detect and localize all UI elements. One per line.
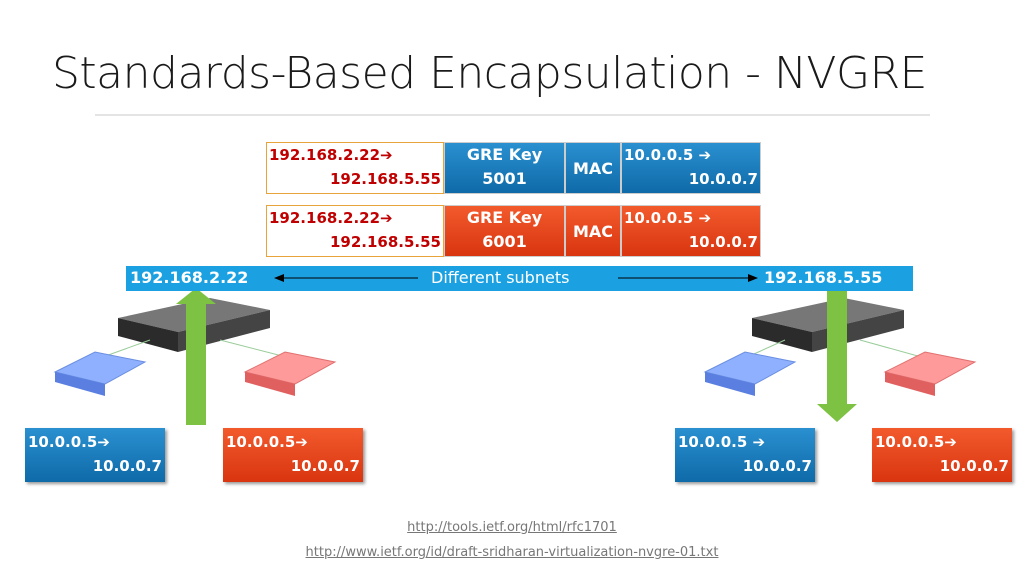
gre-key: 5001 xyxy=(482,169,527,188)
vm-src: 10.0.0.5➔ xyxy=(28,433,110,451)
inner-dst: 10.0.0.7 xyxy=(688,170,758,188)
mac-header: MAC xyxy=(565,205,621,257)
down-arrow xyxy=(817,290,857,422)
link[interactable]: http://www.ietf.org/id/draft-sridharan-v… xyxy=(305,545,719,560)
outer-header: 192.168.2.22➔ 192.168.5.55 xyxy=(266,142,444,194)
inner-dst: 10.0.0.7 xyxy=(688,233,758,251)
gre-label: GRE Key xyxy=(466,208,543,227)
vm-src: 10.0.0.5 ➔ xyxy=(678,433,766,451)
right-ip: 192.168.5.55 xyxy=(764,268,883,287)
vm-packet: 10.0.0.5 ➔ 10.0.0.7 xyxy=(675,428,815,482)
network-bar: 192.168.2.22 Different subnets 192.168.5… xyxy=(126,266,913,291)
title: Standards-Based Encapsulation - NVGRE xyxy=(52,48,927,99)
outer-dst: 192.168.5.55 xyxy=(329,170,441,188)
cable xyxy=(859,339,926,359)
outer-src: 192.168.2.22➔ xyxy=(269,209,393,227)
vm-dst: 10.0.0.7 xyxy=(290,457,360,475)
outer-src: 192.168.2.22➔ xyxy=(269,146,393,164)
vm-dst: 10.0.0.7 xyxy=(742,457,812,475)
outer-dst: 192.168.5.55 xyxy=(329,233,441,251)
inner-src: 10.0.0.5 ➔ xyxy=(624,209,712,227)
inner-header: 10.0.0.5 ➔ 10.0.0.7 xyxy=(621,142,761,194)
vm-src: 10.0.0.5➔ xyxy=(226,433,308,451)
gre-header: GRE Key 5001 xyxy=(444,142,565,194)
link[interactable]: http://tools.ietf.org/html/rfc1701 xyxy=(407,520,617,535)
gre-label: GRE Key xyxy=(466,145,543,164)
inner-header: 10.0.0.5 ➔ 10.0.0.7 xyxy=(621,205,761,257)
vm-packet: 10.0.0.5➔ 10.0.0.7 xyxy=(223,428,363,482)
vm-packet: 10.0.0.5➔ 10.0.0.7 xyxy=(25,428,165,482)
vm-packet: 10.0.0.5➔ 10.0.0.7 xyxy=(872,428,1012,482)
vm-src: 10.0.0.5➔ xyxy=(875,433,957,451)
up-arrow xyxy=(176,288,216,425)
left-ip: 192.168.2.22 xyxy=(130,268,249,287)
gre-header: GRE Key 6001 xyxy=(444,205,565,257)
inner-src: 10.0.0.5 ➔ xyxy=(624,146,712,164)
subnet-label: Different subnets xyxy=(431,268,570,287)
server-right xyxy=(703,298,977,396)
vm-dst: 10.0.0.7 xyxy=(939,457,1009,475)
vm-dst: 10.0.0.7 xyxy=(92,457,162,475)
subnet-arrows xyxy=(274,274,758,282)
mac-header: MAC xyxy=(565,142,621,194)
outer-header: 192.168.2.22➔ 192.168.5.55 xyxy=(266,205,444,257)
gre-key: 6001 xyxy=(482,232,527,251)
